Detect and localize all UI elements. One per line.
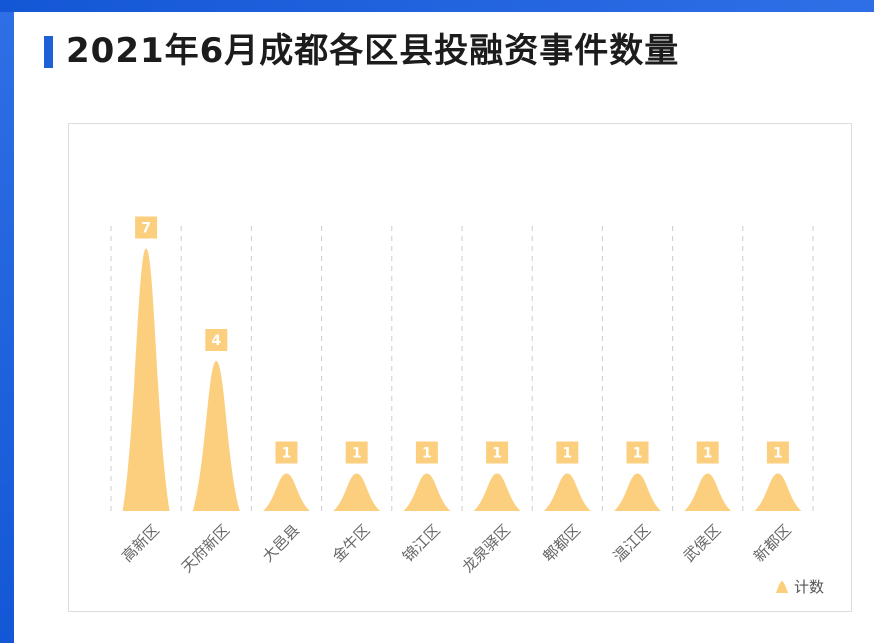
x-tick-label-郫都区: 郫都区 — [539, 521, 584, 566]
bar-郫都区[interactable] — [543, 473, 591, 512]
data-label-金牛区: 1 — [352, 446, 362, 462]
data-label-高新区: 7 — [141, 221, 151, 237]
data-label-温江区: 1 — [633, 446, 643, 462]
x-tick-label-新都区: 新都区 — [750, 521, 795, 566]
bar-天府新区[interactable] — [192, 361, 240, 511]
x-tick-label-金牛区: 金牛区 — [329, 521, 374, 566]
bar-锦江区[interactable] — [403, 473, 451, 512]
chart-container: 7 高新区 4 天府新区 1 大邑县 1 金牛区 1 锦江区 1 龙泉驿区 1 郫都区 1 温江区 1 武侯区 1 新… — [68, 123, 852, 612]
frame-top-accent — [0, 0, 874, 12]
bar-龙泉驿区[interactable] — [473, 473, 521, 512]
x-tick-label-武侯区: 武侯区 — [680, 521, 725, 566]
page-title: 2021年6月成都各区县投融资事件数量 — [66, 31, 680, 71]
bar-金牛区[interactable] — [333, 473, 381, 512]
bar-温江区[interactable] — [614, 473, 661, 512]
data-label-新都区: 1 — [773, 446, 783, 462]
data-label-box-天府新区 — [205, 329, 228, 351]
bar-大邑县[interactable] — [263, 473, 310, 512]
data-label-龙泉驿区: 1 — [492, 446, 502, 462]
data-label-box-温江区 — [626, 441, 649, 464]
x-tick-label-温江区: 温江区 — [610, 521, 655, 566]
data-label-box-金牛区 — [345, 441, 368, 464]
x-tick-label-天府新区: 天府新区 — [178, 521, 233, 576]
bar-新都区[interactable] — [754, 473, 802, 512]
data-label-box-新都区 — [766, 441, 789, 464]
bar-高新区[interactable] — [122, 248, 170, 512]
legend[interactable]: 计数 — [775, 576, 824, 597]
bar-武侯区[interactable] — [684, 473, 732, 512]
data-label-郫都区: 1 — [562, 446, 572, 462]
data-label-box-大邑县 — [275, 441, 298, 464]
data-label-box-武侯区 — [696, 441, 719, 464]
data-label-大邑县: 1 — [282, 446, 292, 462]
legend-cone-icon — [775, 580, 788, 593]
x-tick-label-锦江区: 锦江区 — [399, 521, 444, 566]
x-tick-label-大邑县: 大邑县 — [259, 521, 304, 566]
data-label-box-锦江区 — [415, 441, 438, 464]
legend-label: 计数 — [793, 578, 824, 596]
x-tick-label-高新区: 高新区 — [118, 521, 163, 566]
data-label-武侯区: 1 — [703, 446, 713, 462]
data-label-box-高新区 — [135, 216, 158, 239]
data-label-box-郫都区 — [556, 441, 579, 464]
frame-left-accent — [0, 0, 14, 643]
data-label-box-龙泉驿区 — [486, 441, 509, 464]
bar-chart: 7 高新区 4 天府新区 1 大邑县 1 金牛区 1 锦江区 1 龙泉驿区 1 郫都区 1 温江区 1 武侯区 1 新… — [110, 216, 814, 576]
x-tick-label-龙泉驿区: 龙泉驿区 — [459, 521, 514, 576]
data-label-天府新区: 4 — [211, 333, 221, 349]
data-label-锦江区: 1 — [422, 446, 432, 462]
title-accent-bar — [44, 36, 53, 68]
